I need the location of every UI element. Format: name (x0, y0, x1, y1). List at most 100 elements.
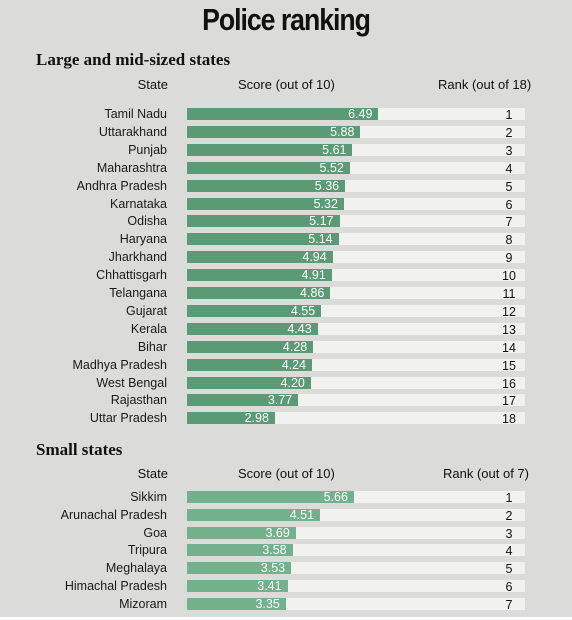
rank-label: 4 (505, 544, 513, 559)
score-bar: 4.43 (187, 321, 318, 336)
state-label: Uttar Pradesh (89, 411, 167, 426)
score-bar: 4.91 (187, 268, 332, 282)
rank-label: 4 (505, 161, 513, 176)
score-bar: 5.36 (187, 179, 346, 193)
rank-label: 16 (502, 376, 516, 391)
score-bar: 4.24 (187, 358, 313, 372)
state-label: Rajasthan (110, 393, 167, 408)
state-label: Mizoram (119, 596, 167, 611)
state-label: Bihar (137, 339, 167, 354)
header-rank-large: Rank (out of 18) (438, 77, 532, 92)
bar-track: 5.17 (187, 214, 525, 229)
rank-label: 3 (505, 143, 513, 158)
state-label: Tripura (127, 543, 167, 558)
chart-row: Maharashtra 5.52 4 (0, 161, 572, 179)
score-value-label: 3.69 (265, 525, 290, 540)
rank-label: 8 (505, 233, 513, 248)
header-rank-small: Rank (out of 7) (443, 466, 529, 481)
score-bar: 5.14 (187, 232, 339, 247)
header-state-large: State (137, 77, 168, 92)
bottom-divider (0, 617, 572, 620)
bar-track: 4.20 (187, 376, 525, 390)
score-bar: 6.49 (187, 107, 379, 121)
rank-label: 15 (502, 358, 516, 373)
score-bar: 3.58 (187, 543, 293, 558)
state-label: Meghalaya (105, 561, 167, 576)
rank-label: 11 (502, 287, 516, 301)
bar-track: 4.94 (187, 250, 525, 264)
rank-label: 7 (505, 597, 513, 612)
score-bar: 4.51 (187, 508, 321, 522)
bar-track: 2.98 (187, 411, 525, 426)
state-label: Tamil Nadu (104, 107, 167, 121)
score-value-label: 3.77 (267, 393, 293, 408)
state-label: Uttarakhand (98, 124, 167, 139)
score-bar: 4.86 (187, 286, 331, 300)
score-bar: 4.94 (187, 250, 333, 264)
chart-row: Uttarakhand 5.88 2 (0, 125, 572, 143)
rank-label: 5 (505, 179, 513, 194)
score-value-label: 4.55 (290, 303, 316, 318)
bar-track: 5.61 (187, 143, 525, 157)
bar-track: 5.52 (187, 160, 525, 175)
header-state-small: State (137, 466, 168, 481)
chart-row: Goa 3.69 3 (0, 526, 572, 544)
score-bar: 3.41 (187, 579, 288, 593)
score-bar: 5.61 (187, 143, 353, 157)
bar-track: 3.41 (187, 579, 525, 593)
bar-track: 3.58 (187, 543, 525, 558)
chart-row: Arunachal Pradesh 4.51 2 (0, 508, 572, 526)
state-label: Jharkhand (108, 250, 167, 265)
chart-row: Odisha 5.17 7 (0, 214, 572, 232)
state-label: West Bengal (96, 375, 167, 390)
chart-row: Chhattisgarh 4.91 10 (0, 268, 572, 286)
rank-label: 7 (505, 215, 513, 230)
bar-track: 4.28 (187, 339, 525, 354)
score-value-label: 6.49 (348, 107, 373, 121)
chart-row: Punjab 5.61 3 (0, 143, 572, 161)
bar-track: 5.88 (187, 125, 525, 139)
score-bar: 4.55 (187, 303, 322, 318)
rank-label: 2 (505, 125, 513, 140)
score-value-label: 2.98 (244, 411, 269, 426)
score-bar: 3.69 (187, 525, 296, 540)
bar-track: 4.24 (187, 358, 525, 372)
state-label: Karnataka (110, 196, 167, 211)
score-value-label: 5.17 (309, 214, 334, 229)
rank-label: 5 (505, 562, 513, 577)
score-value-label: 5.14 (308, 232, 333, 247)
chart-row: Tripura 3.58 4 (0, 543, 572, 561)
score-bar: 2.98 (187, 411, 275, 426)
rank-label: 6 (505, 580, 513, 594)
header-score-small: Score (out of 10) (238, 466, 335, 481)
score-value-label: 3.53 (260, 561, 286, 576)
chart-row: West Bengal 4.20 16 (0, 376, 572, 394)
header-score-large: Score (out of 10) (238, 77, 335, 92)
score-value-label: 5.52 (319, 160, 344, 175)
chart-row: Telangana 4.86 11 (0, 286, 572, 304)
bar-track: 5.32 (187, 197, 525, 211)
score-value-label: 4.43 (287, 321, 312, 336)
score-bar: 3.53 (187, 561, 292, 576)
state-label: Chhattisgarh (96, 268, 167, 283)
state-label: Haryana (119, 232, 167, 247)
rank-label: 1 (505, 108, 513, 122)
bar-track: 4.86 (187, 286, 525, 300)
rank-label: 10 (502, 269, 516, 284)
score-value-label: 3.58 (262, 543, 287, 558)
rank-label: 3 (505, 526, 513, 541)
state-label: Maharashtra (96, 160, 167, 175)
rank-label: 18 (502, 412, 516, 427)
bar-track: 3.53 (187, 561, 525, 576)
bar-track: 3.77 (187, 393, 525, 408)
bar-track: 5.14 (187, 232, 525, 247)
score-value-label: 4.28 (282, 339, 308, 354)
rank-label: 17 (502, 394, 516, 409)
score-bar: 3.77 (187, 393, 299, 408)
rank-label: 13 (502, 322, 516, 337)
chart-title: Police ranking (202, 2, 371, 37)
state-label: Andhra Pradesh (76, 178, 167, 193)
bar-track: 5.66 (187, 490, 525, 504)
bar-track: 4.55 (187, 303, 525, 318)
chart-row: Haryana 5.14 8 (0, 232, 572, 250)
